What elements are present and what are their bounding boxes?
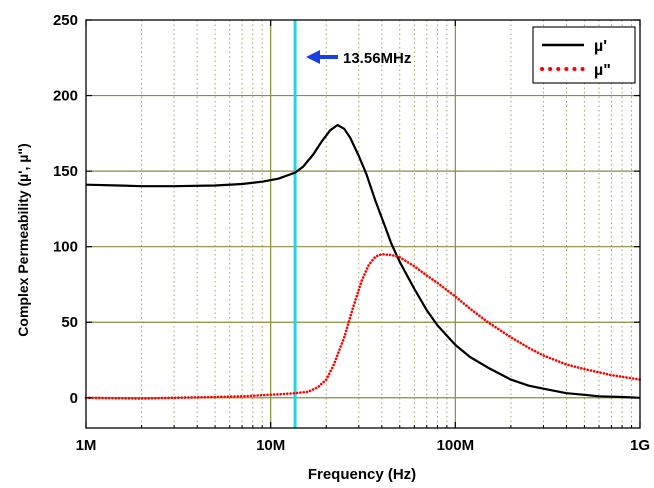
x-tick-label: 1G (630, 437, 650, 454)
marker-annotation: 13.56MHz (306, 50, 411, 67)
plot-frame (85, 19, 641, 429)
x-tick-label: 1M (76, 437, 97, 454)
y-axis-label: Complex Permeability (µ', µ") (15, 143, 31, 336)
x-axis-label: Frequency (Hz) (308, 466, 416, 483)
legend-label: µ' (594, 38, 607, 55)
y-tick-label: 250 (53, 12, 78, 29)
y-tick-label: 100 (53, 239, 78, 256)
marker-label: 13.56MHz (343, 50, 411, 67)
y-tick-label: 200 (53, 88, 78, 105)
x-tick-label: 10M (256, 437, 285, 454)
y-tick-label: 50 (61, 314, 78, 331)
y-tick-label: 150 (53, 163, 78, 180)
series-layer (84, 123, 642, 400)
series-line-mu-real (85, 123, 641, 399)
axis-ticks (85, 19, 641, 428)
legend-label: µ" (594, 62, 611, 79)
legend: µ' µ" (532, 26, 636, 84)
left-arrow-icon (306, 50, 320, 64)
tick-labels: 1M 10M 100M 1G 0 50 100 150 200 250 (53, 12, 650, 454)
y-tick-label: 0 (70, 390, 78, 407)
legend-box (532, 26, 636, 84)
series-line-mu-imag (84, 252, 642, 400)
minor-gridlines (141, 20, 633, 428)
x-tick-label: 100M (437, 437, 475, 454)
